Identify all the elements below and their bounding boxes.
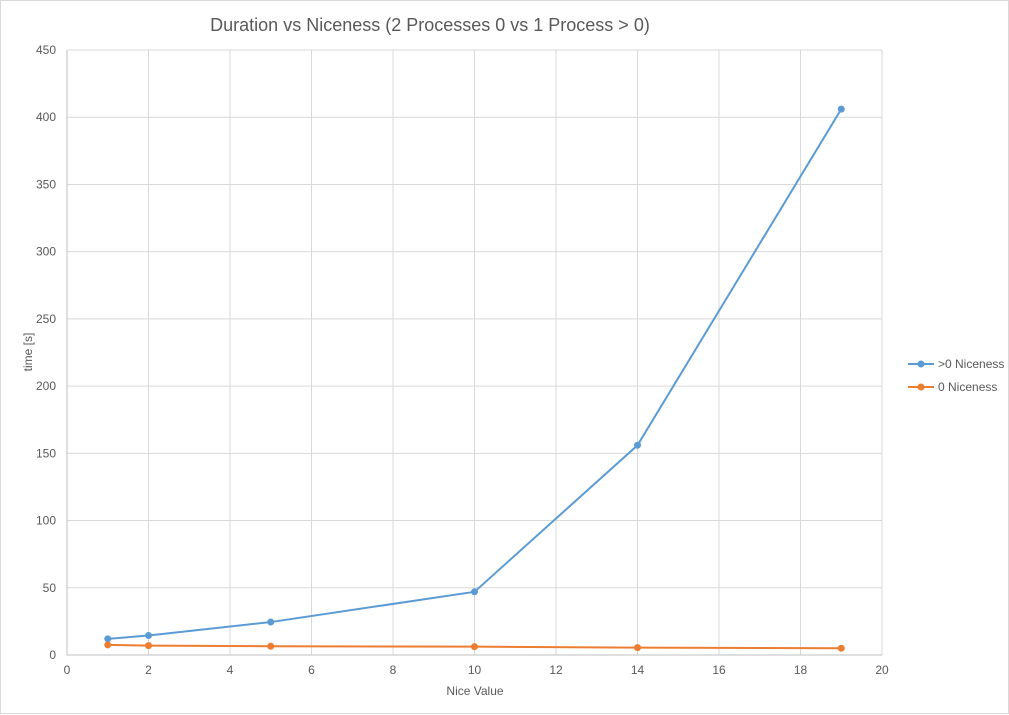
data-point-positive-niceness: [634, 441, 641, 449]
data-point-positive-niceness: [837, 105, 845, 113]
y-tick-label: 50: [43, 581, 57, 595]
y-tick-label: 450: [36, 43, 56, 57]
y-tick-label: 150: [36, 446, 56, 460]
x-tick-label: 8: [390, 663, 397, 677]
x-tick-label: 18: [794, 663, 808, 677]
y-axis-title: time [s]: [21, 333, 35, 372]
legend-marker-positive-niceness: [917, 360, 925, 368]
y-tick-label: 350: [36, 177, 56, 191]
x-tick-label: 12: [549, 663, 563, 677]
data-point-positive-niceness: [471, 588, 478, 596]
legend-item-zero-niceness: 0 Niceness: [908, 380, 997, 394]
x-tick-label: 20: [875, 663, 889, 677]
y-tick-label: 400: [36, 110, 56, 124]
legend-marker-zero-niceness: [917, 383, 925, 391]
data-point-positive-niceness: [104, 635, 112, 643]
x-tick-label: 16: [712, 663, 726, 677]
x-axis-title: Nice Value: [446, 684, 503, 698]
y-tick-label: 250: [36, 312, 56, 326]
data-point-positive-niceness: [145, 632, 152, 640]
legend-item-positive-niceness: >0 Niceness: [908, 357, 1004, 371]
series-lines: [104, 105, 845, 652]
x-tick-label: 4: [227, 663, 234, 677]
data-point-positive-niceness: [267, 618, 275, 626]
x-tick-label: 2: [145, 663, 152, 677]
x-tick-label: 14: [631, 663, 645, 677]
chart-title: Duration vs Niceness (2 Processes 0 vs 1…: [210, 15, 650, 35]
legend: >0 Niceness 0 Niceness: [908, 357, 1004, 394]
legend-label-positive-niceness: >0 Niceness: [938, 357, 1004, 371]
gridlines: [67, 49, 883, 655]
data-point-zero-niceness: [471, 643, 478, 651]
legend-label-zero-niceness: 0 Niceness: [938, 380, 997, 394]
series-line-zero-niceness: [106, 643, 843, 650]
axes: [66, 50, 882, 656]
series-line-positive-niceness: [106, 108, 843, 640]
x-tick-label: 10: [468, 663, 482, 677]
x-tick-label: 0: [64, 663, 71, 677]
y-tick-label: 300: [36, 245, 56, 259]
data-point-zero-niceness: [837, 644, 845, 652]
data-point-zero-niceness: [145, 642, 152, 650]
y-tick-label: 200: [36, 379, 56, 393]
data-point-zero-niceness: [267, 642, 275, 650]
y-tick-label: 100: [36, 514, 56, 528]
y-tick-label: 0: [49, 648, 56, 662]
data-point-zero-niceness: [634, 644, 641, 652]
data-point-zero-niceness: [104, 641, 112, 649]
x-tick-label: 6: [308, 663, 315, 677]
tick-labels: 0 2 4 6 8 10 12 14 16 18 2005010015020025030035040…: [36, 43, 889, 677]
